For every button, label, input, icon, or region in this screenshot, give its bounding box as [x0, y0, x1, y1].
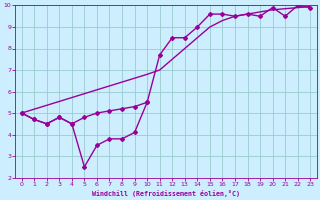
X-axis label: Windchill (Refroidissement éolien,°C): Windchill (Refroidissement éolien,°C) — [92, 190, 240, 197]
